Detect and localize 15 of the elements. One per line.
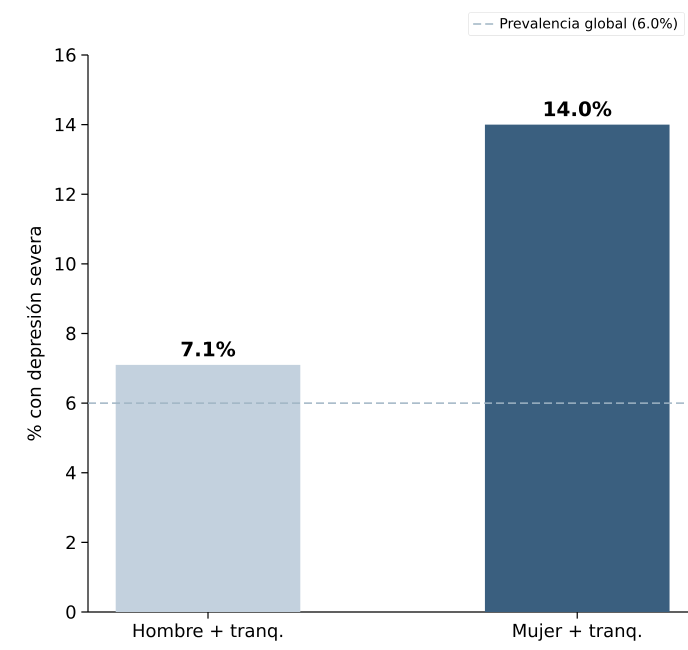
y-tick-label: 2 <box>66 536 75 550</box>
y-tick-label: 0 <box>66 605 76 619</box>
data-label: 7.1% <box>182 341 236 357</box>
y-tick-label: 6 <box>66 396 76 410</box>
legend-label: Prevalencia global (6.0%) <box>500 18 677 32</box>
x-tick-label: Hombre + tranq. <box>134 623 282 641</box>
y-tick-label: 12 <box>56 188 75 201</box>
y-tick-label: 16 <box>56 48 76 62</box>
x-tick-label: Mujer + tranq. <box>514 623 641 641</box>
y-axis-title: % con depresión severa <box>26 227 45 440</box>
y-tick-label: 4 <box>66 466 76 480</box>
y-tick-label: 10 <box>56 257 76 271</box>
data-label: 14.0% <box>544 101 612 116</box>
y-tick-label: 14 <box>56 118 76 132</box>
y-tick-label: 8 <box>66 326 76 340</box>
